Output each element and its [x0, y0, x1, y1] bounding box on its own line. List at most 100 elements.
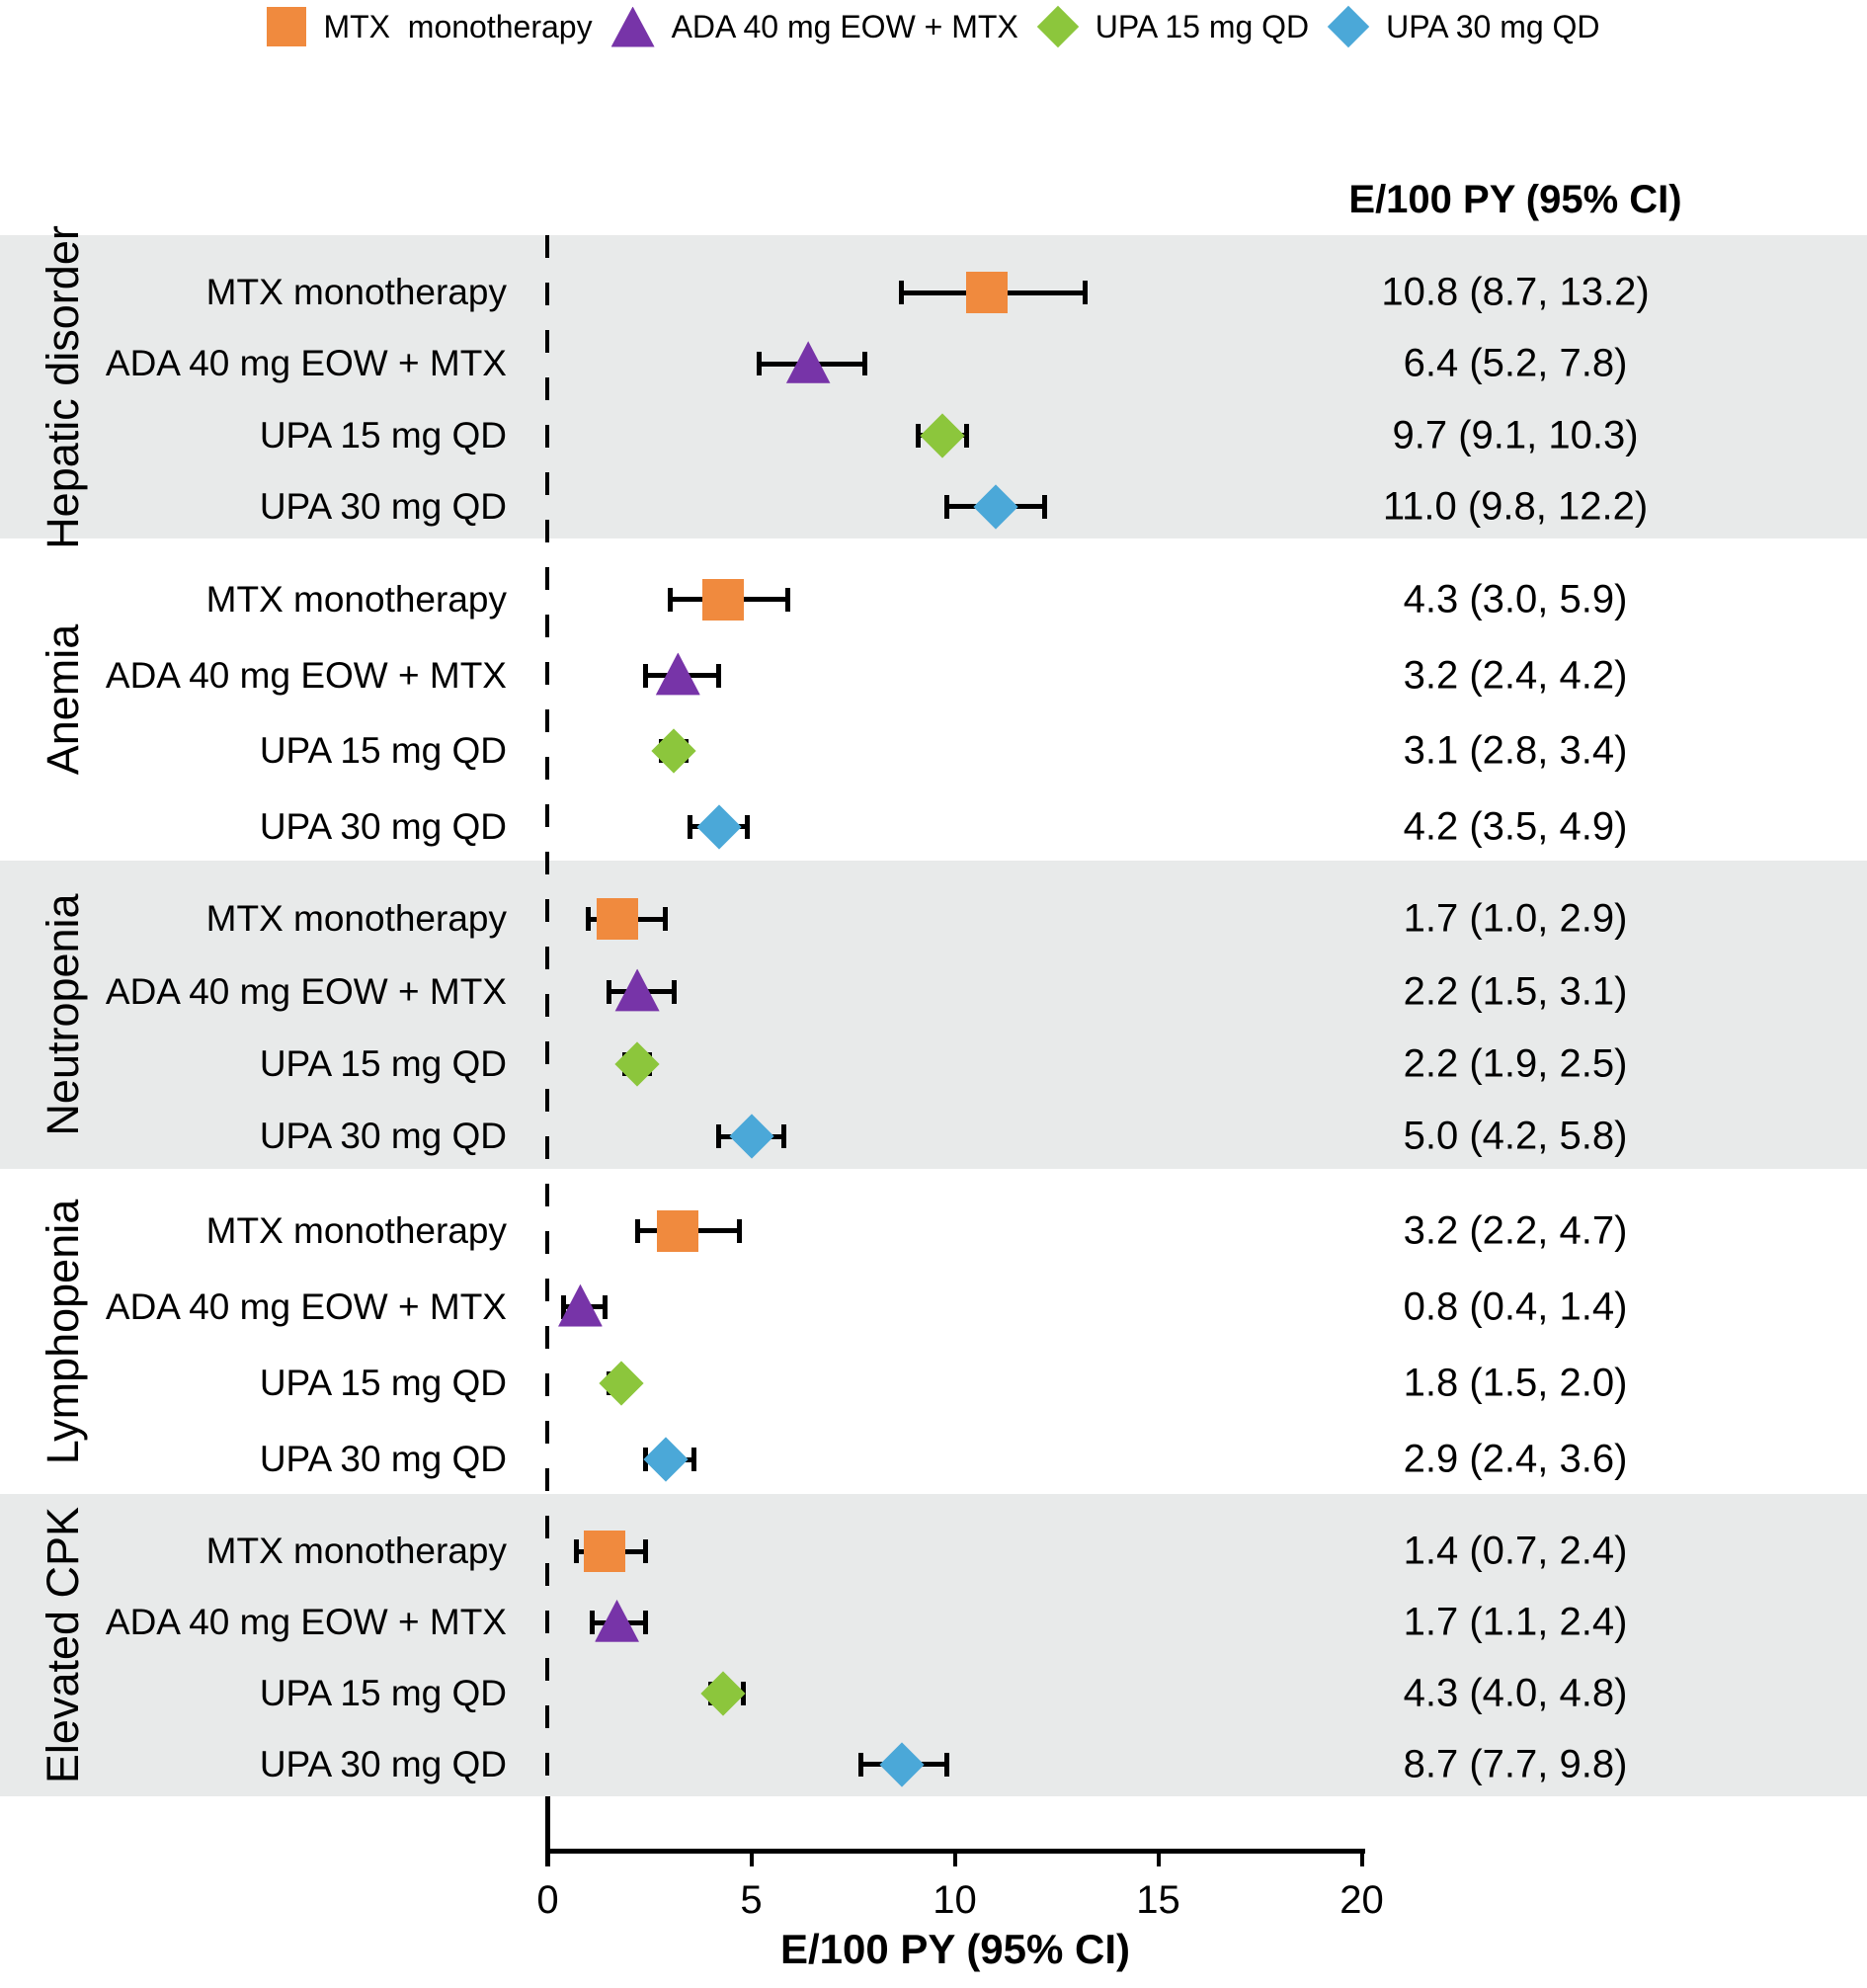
error-bar-cap: [561, 1294, 567, 1319]
estimate-ci-value: 2.2 (1.5, 3.1): [1403, 969, 1628, 1014]
square-marker-icon: [701, 578, 744, 621]
error-bar-cap: [785, 587, 791, 612]
error-bar-cap: [691, 1448, 697, 1472]
error-bar-cap: [634, 1218, 640, 1243]
row-label: ADA 40 mg EOW + MTX: [105, 1602, 507, 1643]
square-marker-icon: [596, 898, 638, 941]
row-label: UPA 30 mg QD: [259, 805, 507, 847]
x-axis-tick-label: 20: [1339, 1878, 1384, 1922]
row-label: ADA 40 mg EOW + MTX: [105, 1285, 507, 1327]
x-axis-zero-tick: [545, 1796, 550, 1866]
estimate-ci-value: 1.7 (1.1, 2.4): [1403, 1600, 1628, 1644]
error-bar-cap: [602, 1294, 608, 1319]
square-marker-icon: [966, 272, 1009, 314]
row-label: UPA 15 mg QD: [259, 1042, 507, 1084]
x-axis-tick-label: 0: [536, 1878, 559, 1922]
error-bar-cap: [716, 1124, 722, 1149]
error-bar-cap: [943, 494, 949, 519]
row-label: MTX monotherapy: [205, 272, 507, 313]
row-label: UPA 30 mg QD: [259, 1116, 507, 1157]
error-bar-cap: [899, 281, 905, 305]
estimate-ci-value: 2.2 (1.9, 2.5): [1403, 1041, 1628, 1086]
x-axis-tick: [952, 1854, 957, 1866]
error-bar-cap: [862, 352, 868, 376]
estimate-ci-value: 1.4 (0.7, 2.4): [1403, 1529, 1628, 1573]
group-band: Neutropenia: [0, 861, 1867, 1169]
square-marker-icon: [657, 1209, 699, 1252]
legend-item: UPA 15 mg QD: [1036, 5, 1310, 48]
estimate-ci-value: 4.3 (3.0, 5.9): [1403, 577, 1628, 621]
error-bar-cap: [780, 1124, 786, 1149]
x-axis-tick: [1156, 1854, 1161, 1866]
row-label: MTX monotherapy: [205, 1209, 507, 1251]
legend-item: MTX monotherapy: [267, 7, 593, 46]
estimate-ci-value: 8.7 (7.7, 9.8): [1403, 1742, 1628, 1786]
x-axis-title: E/100 PY (95% CI): [779, 1926, 1131, 1972]
legend-item-label: UPA 15 mg QD: [1095, 8, 1310, 44]
row-label: UPA 15 mg QD: [259, 730, 507, 772]
estimate-ci-value: 3.2 (2.2, 4.7): [1403, 1208, 1628, 1252]
row-label: MTX monotherapy: [205, 1531, 507, 1572]
legend-item: ADA 40 mg EOW + MTX: [610, 6, 1018, 47]
x-axis-tick: [749, 1854, 754, 1866]
row-label: UPA 30 mg QD: [259, 1439, 507, 1480]
legend-item-label: ADA 40 mg EOW + MTX: [671, 8, 1018, 44]
legend-diamond-icon: [1327, 5, 1370, 48]
estimate-ci-value: 4.3 (4.0, 4.8): [1403, 1671, 1628, 1715]
row-label: UPA 15 mg QD: [259, 1363, 507, 1404]
error-bar-cap: [964, 423, 970, 448]
ci-column-header: E/100 PY (95% CI): [1348, 178, 1682, 221]
x-axis-tick-label: 5: [740, 1878, 763, 1922]
error-bar-cap: [642, 1611, 648, 1635]
estimate-ci-value: 1.7 (1.0, 2.9): [1403, 896, 1628, 941]
row-label: UPA 15 mg QD: [259, 1672, 507, 1713]
error-bar-cap: [688, 814, 693, 839]
row-label: UPA 30 mg QD: [259, 485, 507, 527]
error-bar-cap: [642, 663, 648, 688]
x-axis-tick-label: 10: [933, 1878, 977, 1922]
error-bar-cap: [943, 1752, 949, 1777]
row-label: ADA 40 mg EOW + MTX: [105, 654, 507, 696]
x-axis-line: [546, 1849, 1365, 1854]
error-bar-cap: [573, 1539, 579, 1564]
estimate-ci-value: 4.2 (3.5, 4.9): [1403, 804, 1628, 849]
legend-item-label: UPA 30 mg QD: [1386, 8, 1600, 44]
estimate-ci-value: 3.2 (2.4, 4.2): [1403, 653, 1628, 698]
row-label: UPA 30 mg QD: [259, 1743, 507, 1784]
error-bar-cap: [757, 352, 763, 376]
error-bar-cap: [590, 1611, 596, 1635]
estimate-ci-value: 10.8 (8.7, 13.2): [1381, 270, 1650, 314]
estimate-ci-value: 6.4 (5.2, 7.8): [1403, 341, 1628, 385]
legend-item: UPA 30 mg QD: [1327, 5, 1600, 48]
estimate-ci-value: 9.7 (9.1, 10.3): [1392, 413, 1639, 457]
legend-triangle-icon: [610, 6, 655, 47]
row-label: MTX monotherapy: [205, 898, 507, 940]
error-bar-cap: [671, 979, 677, 1004]
error-bar-cap: [716, 663, 722, 688]
error-bar-cap: [586, 907, 592, 932]
group-band: Hepatic disorder: [0, 225, 1867, 548]
row-label: ADA 40 mg EOW + MTX: [105, 970, 507, 1012]
error-bar-cap: [736, 1218, 742, 1243]
row-label: ADA 40 mg EOW + MTX: [105, 343, 507, 384]
error-bar-cap: [642, 1539, 648, 1564]
error-bar-cap: [1082, 281, 1088, 305]
square-marker-icon: [584, 1531, 626, 1573]
x-axis-tick-label: 15: [1136, 1878, 1180, 1922]
row-label: UPA 15 mg QD: [259, 414, 507, 456]
estimate-ci-value: 3.1 (2.8, 3.4): [1403, 728, 1628, 773]
estimate-ci-value: 11.0 (9.8, 12.2): [1382, 484, 1649, 529]
estimate-ci-value: 5.0 (4.2, 5.8): [1403, 1114, 1628, 1158]
error-bar-cap: [667, 587, 673, 612]
legend-item-label: MTX monotherapy: [323, 8, 593, 44]
x-axis-tick: [1359, 1854, 1364, 1866]
legend: MTX monotherapy ADA 40 mg EOW + MTX UPA 15…: [0, 2, 1867, 51]
error-bar-cap: [858, 1752, 864, 1777]
error-bar-cap: [915, 423, 921, 448]
zero-reference-dashed-line: [545, 235, 549, 1796]
error-bar-cap: [606, 979, 611, 1004]
error-bar-cap: [1041, 494, 1047, 519]
group-band: Elevated CPK: [0, 1494, 1867, 1796]
legend-diamond-icon: [1036, 5, 1079, 48]
